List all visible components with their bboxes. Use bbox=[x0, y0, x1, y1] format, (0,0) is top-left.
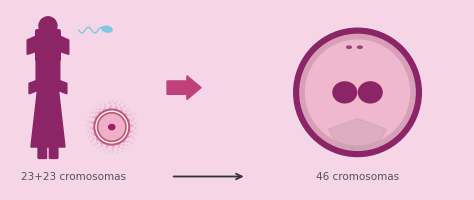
Wedge shape bbox=[328, 119, 386, 150]
Ellipse shape bbox=[102, 27, 112, 33]
FancyArrow shape bbox=[167, 76, 201, 100]
Circle shape bbox=[94, 110, 129, 145]
Polygon shape bbox=[27, 36, 37, 55]
Circle shape bbox=[98, 113, 126, 142]
Ellipse shape bbox=[109, 125, 115, 130]
Ellipse shape bbox=[357, 47, 362, 49]
FancyBboxPatch shape bbox=[38, 144, 46, 159]
FancyBboxPatch shape bbox=[37, 75, 58, 93]
FancyBboxPatch shape bbox=[48, 55, 60, 90]
FancyBboxPatch shape bbox=[36, 30, 60, 62]
Circle shape bbox=[294, 29, 421, 157]
Ellipse shape bbox=[358, 83, 382, 103]
Circle shape bbox=[306, 41, 410, 145]
Polygon shape bbox=[58, 36, 69, 55]
Polygon shape bbox=[57, 80, 67, 94]
Text: 46 cromosomas: 46 cromosomas bbox=[316, 172, 399, 182]
Text: 23+23 cromosomas: 23+23 cromosomas bbox=[21, 172, 127, 182]
FancyBboxPatch shape bbox=[36, 55, 47, 90]
Ellipse shape bbox=[333, 83, 356, 103]
Polygon shape bbox=[29, 80, 39, 94]
Ellipse shape bbox=[346, 47, 351, 49]
Circle shape bbox=[39, 62, 57, 80]
FancyBboxPatch shape bbox=[49, 144, 58, 159]
Polygon shape bbox=[31, 90, 65, 147]
Circle shape bbox=[300, 35, 415, 151]
Circle shape bbox=[39, 18, 57, 36]
